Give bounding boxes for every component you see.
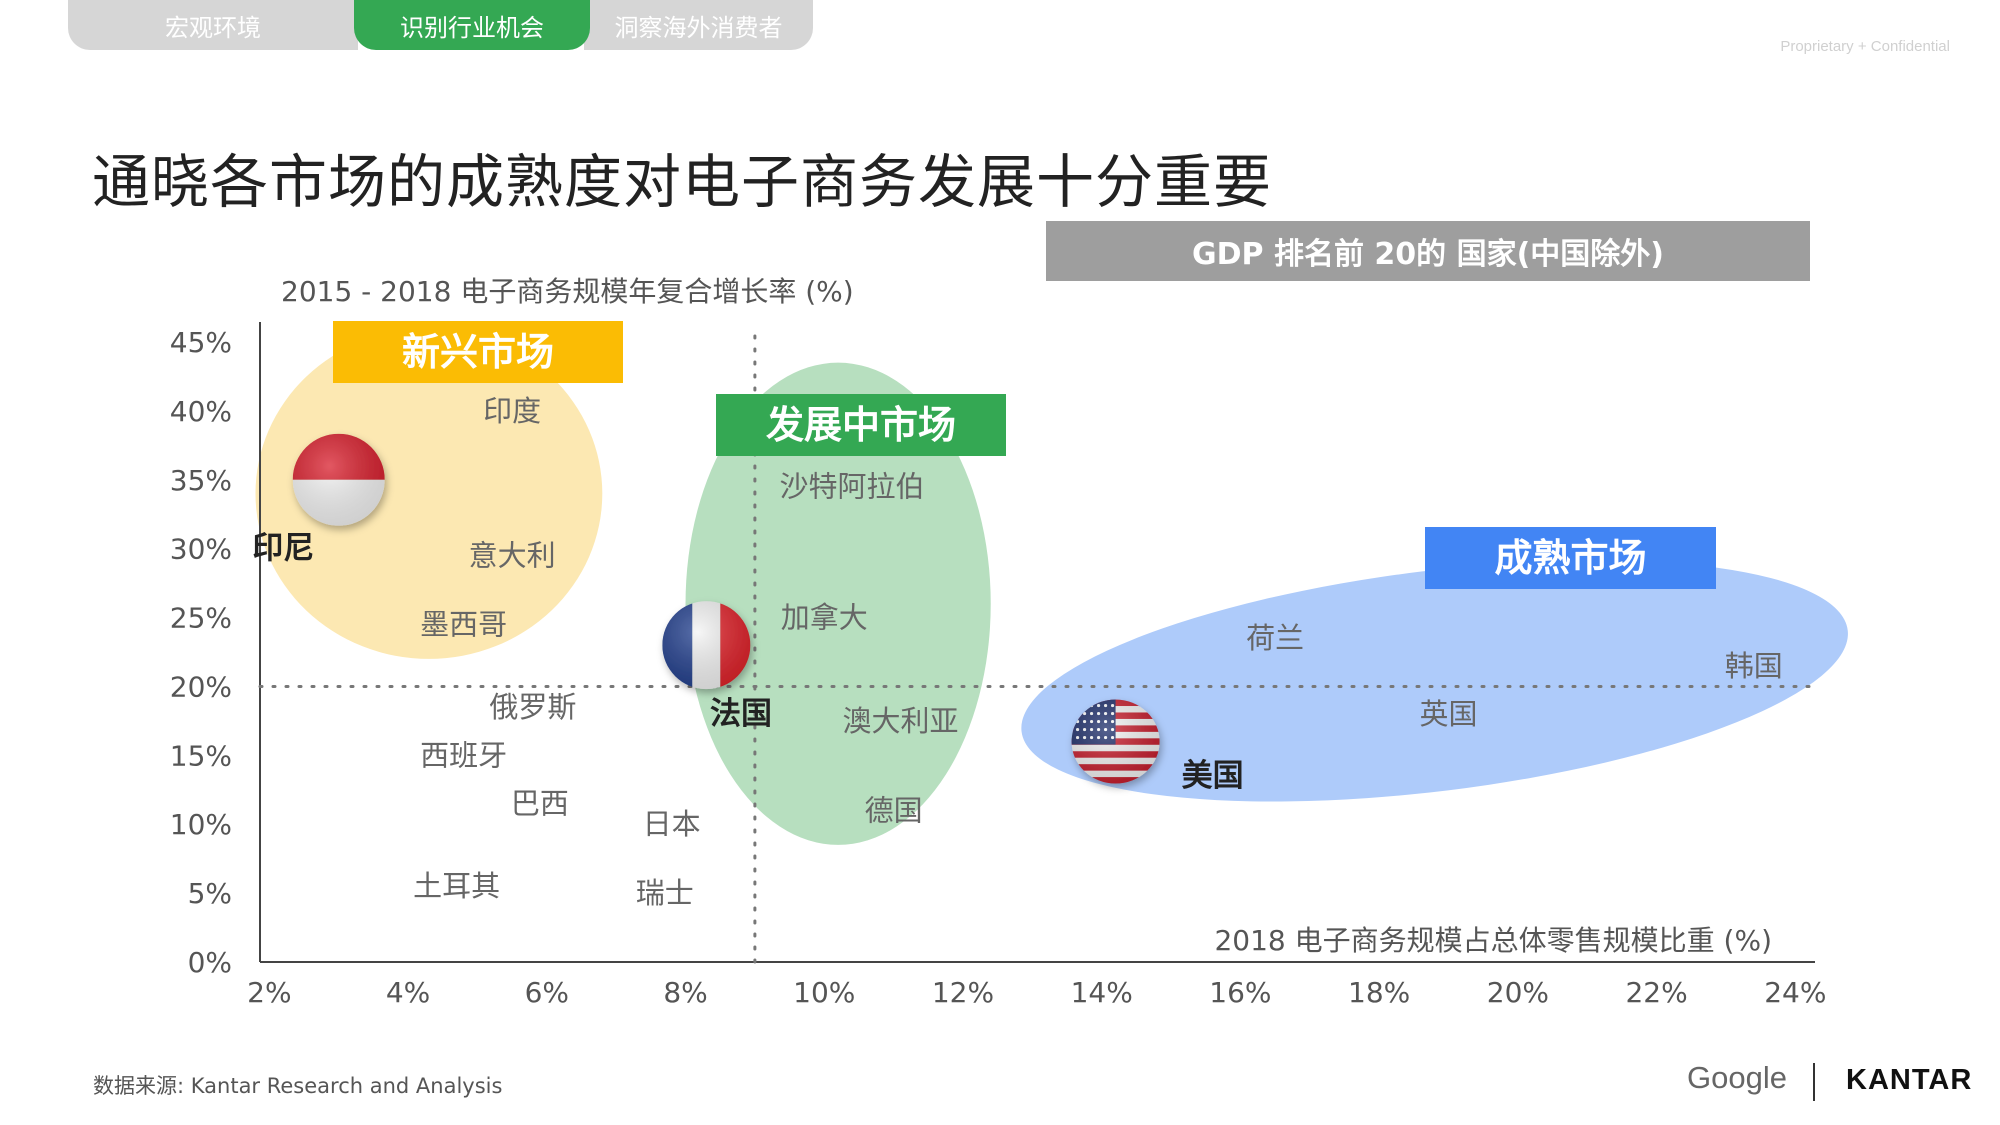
y-tick-label: 0%	[188, 946, 232, 979]
chart-axes: 2% 4% 6% 8% 10% 12% 14% 16% 18% 20% 22% 24% 0% 5% 10% 1…	[170, 322, 1826, 1009]
x-tick-label: 18%	[1348, 976, 1410, 1009]
google-logo: Google	[1687, 1060, 1787, 1095]
gdp-top20-banner: GDP 排名前 20的 国家(中国除外)	[1046, 221, 1810, 281]
y-tick-label: 35%	[170, 464, 232, 497]
country-label: 英国	[1420, 697, 1478, 731]
usa-flag-icon	[1071, 699, 1160, 784]
x-tick-label: 8%	[663, 976, 707, 1009]
country-label: 瑞士	[636, 876, 694, 910]
section-tabs: 宏观环境 识别行业机会 洞察海外消费者	[68, 0, 813, 50]
country-flags	[292, 433, 1160, 784]
segment-ellipses	[255, 328, 1848, 845]
x-tick-label: 2%	[247, 976, 291, 1009]
y-tick-label: 25%	[170, 602, 232, 635]
segment-ellipse-emerging	[255, 328, 603, 659]
y-tick-label: 45%	[170, 326, 232, 359]
country-label: 巴西	[511, 787, 569, 821]
country-label: 法国	[710, 696, 772, 732]
tab-overseas-consumers[interactable]: 洞察海外消费者	[584, 0, 813, 50]
country-label: 荷兰	[1246, 621, 1304, 655]
confidential-label: Proprietary + Confidential	[1780, 38, 1950, 55]
y-tick-label: 30%	[170, 533, 232, 566]
country-label: 印尼	[252, 531, 314, 567]
x-tick-label: 10%	[793, 976, 855, 1009]
x-tick-label: 14%	[1071, 976, 1133, 1009]
country-label: 印度	[483, 394, 541, 428]
x-tick-label: 6%	[525, 976, 569, 1009]
segment-badge-bg	[1425, 527, 1716, 589]
country-label: 西班牙	[420, 738, 507, 772]
country-label: 美国	[1182, 758, 1244, 794]
y-tick-label: 15%	[170, 739, 232, 772]
x-tick-label: 16%	[1209, 976, 1271, 1009]
x-tick-label: 4%	[386, 976, 430, 1009]
segment-badge-emerging: 新兴市场	[333, 321, 623, 383]
country-label: 加拿大	[781, 601, 868, 635]
segment-badge-label: 发展中市场	[766, 403, 956, 447]
y-tick-label: 20%	[170, 670, 232, 703]
country-label: 澳大利亚	[843, 704, 959, 738]
indonesia-flag-icon	[292, 433, 385, 526]
logo-divider	[1813, 1063, 1815, 1101]
segment-badge-bg	[333, 321, 623, 383]
country-label: 俄罗斯	[489, 690, 576, 724]
country-label: 土耳其	[413, 869, 500, 903]
x-tick-label: 20%	[1487, 976, 1549, 1009]
data-source: 数据来源: Kantar Research and Analysis	[93, 1074, 503, 1098]
y-tick-label: 10%	[170, 808, 232, 841]
page-title: 通晓各市场的成熟度对电子商务发展十分重要	[92, 147, 1273, 216]
country-label: 日本	[643, 807, 701, 841]
country-label: 沙特阿拉伯	[779, 470, 924, 504]
segment-badge-bg	[716, 394, 1006, 456]
tab-industry-opportunity[interactable]: 识别行业机会	[354, 0, 590, 50]
y-tick-label: 40%	[170, 395, 232, 428]
france-flag-icon	[662, 601, 751, 690]
country-label: 墨西哥	[420, 607, 507, 641]
usa-flag-shade	[1071, 699, 1160, 784]
segment-badge-label: 新兴市场	[402, 330, 554, 374]
country-label: 韩国	[1725, 649, 1783, 683]
x-tick-label: 24%	[1764, 976, 1826, 1009]
segment-badge-mature: 成熟市场	[1425, 527, 1716, 589]
x-tick-label: 22%	[1625, 976, 1687, 1009]
y-tick-label: 5%	[188, 877, 232, 910]
france-flag-shade	[662, 601, 751, 690]
tab-macro-environment[interactable]: 宏观环境	[68, 0, 358, 50]
x-tick-label: 12%	[932, 976, 994, 1009]
segment-badge-developing: 发展中市场	[716, 394, 1006, 456]
segment-ellipse-mature	[1021, 560, 1848, 802]
segment-badge-label: 成熟市场	[1494, 536, 1646, 580]
kantar-logo: KANTAR	[1846, 1064, 1973, 1096]
y-axis-title: 2015 - 2018 电子商务规模年复合增长率 (%)	[281, 275, 854, 308]
country-label: 德国	[865, 793, 923, 827]
x-axis-title: 2018 电子商务规模占总体零售规模比重 (%)	[1214, 924, 1772, 957]
indonesia-flag-shade	[292, 433, 385, 526]
segment-ellipse-developing	[685, 362, 991, 845]
country-label: 意大利	[469, 539, 556, 573]
